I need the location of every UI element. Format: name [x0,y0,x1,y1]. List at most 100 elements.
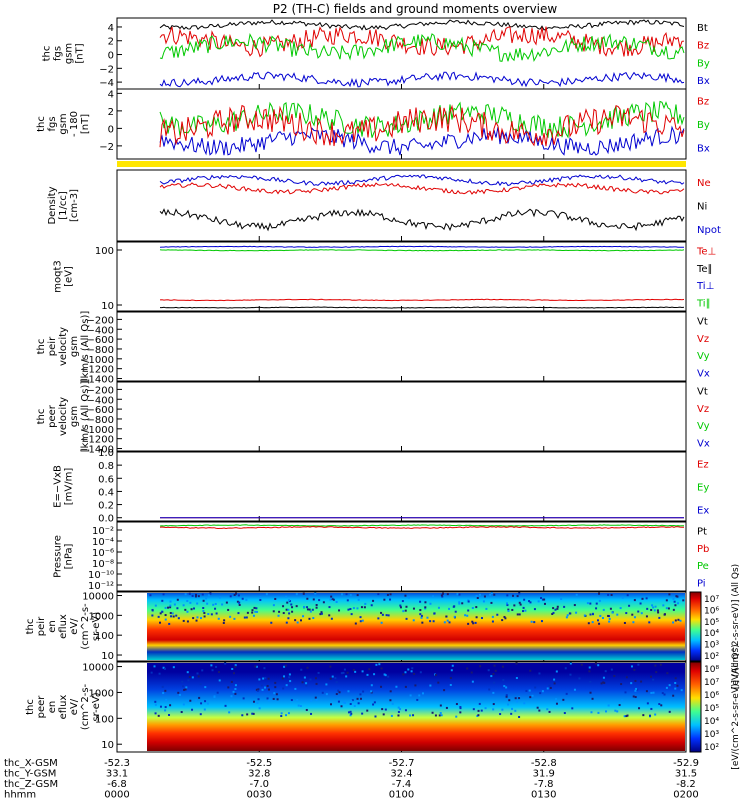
spectrogram-speckle [354,670,357,673]
ytick-label: 10⁻² [92,526,114,537]
spectrogram-speckle [191,594,194,597]
spectrogram-speckle [317,671,320,674]
spectrogram-speckle [232,672,235,675]
spectrogram-speckle [608,620,611,623]
spectrogram-speckle [614,709,617,712]
spectrogram-speckle [359,693,362,696]
spectrogram-speckle [362,690,365,693]
ephemeris-value: -7.8 [534,779,554,790]
spectrogram-speckle [278,610,281,613]
spectrogram-speckle [448,607,451,610]
spectrogram-speckle [196,602,199,605]
spectrogram-speckle [471,607,474,610]
panel-ylabel: Pressure [nPa] [53,535,75,578]
spectrogram-speckle [591,697,594,700]
spectrogram-speckle [480,617,483,620]
ephemeris-value: -7.4 [392,779,412,790]
spectrogram-speckle [530,620,533,623]
spectrogram-speckle [194,595,197,598]
ylabel-line: thc [36,409,47,425]
spectrogram-speckle [252,712,255,715]
spectrogram-speckle [274,597,277,600]
spectrogram-speckle [212,603,215,606]
plot-title: P2 (TH-C) fields and ground moments over… [273,2,558,16]
legend-entry: By [697,120,710,131]
spectrogram-speckle [632,695,635,698]
spectrogram-speckle [475,595,478,598]
ylabel-line: peer [36,695,47,719]
ytick-label: 0.0 [98,514,114,525]
ylabel-line: velocity [58,397,69,436]
spectrogram-speckle [237,594,240,597]
spectrogram-speckle [377,617,380,620]
spectrogram-speckle [650,707,653,710]
spectrogram-speckle [453,615,456,618]
spectrogram-speckle [320,611,323,614]
spectrogram-speckle [512,594,515,597]
spectrogram-speckle [258,678,261,681]
spectrogram-image [147,663,685,751]
spectrogram-speckle [308,608,311,611]
spectrogram-speckle [556,605,559,608]
spectrogram-speckle [493,681,496,684]
series-Ni [159,208,685,232]
spectrogram-speckle [164,618,167,621]
spectrogram-speckle [241,597,244,600]
series-Te∥ [160,306,685,309]
spectrogram-speckle [206,602,209,605]
spectrogram-speckle [485,607,488,610]
spectrogram-speckle [399,606,402,609]
spectrogram-speckle [397,706,400,709]
spectrogram-speckle [234,692,237,695]
spectrogram-speckle [562,698,565,701]
spectrogram-speckle [613,675,616,678]
spectrogram-speckle [164,614,167,617]
legend-entry: Ey [697,483,709,494]
ephemeris-value: 31.9 [533,769,555,780]
spectrogram-speckle [654,605,657,608]
spectrogram-speckle [162,666,165,669]
spectrogram-speckle [464,614,467,617]
spectrogram-speckle [455,715,458,718]
spectrogram-speckle [164,709,167,712]
spectrogram-speckle [246,611,249,614]
spectrogram-speckle [623,621,626,624]
spectrogram-speckle [169,606,172,609]
spectrogram-speckle [404,685,407,688]
spectrogram-speckle [254,665,257,668]
spectrogram-speckle [328,614,331,617]
spectrogram-speckle [437,606,440,609]
spectrogram-speckle [494,669,497,672]
spectrogram-speckle [569,673,572,676]
spectrogram-speckle [679,619,682,622]
spectrogram-speckle [677,618,680,621]
spectrogram-speckle [587,622,590,625]
spectrogram-image [147,593,685,660]
spectrogram-speckle [429,602,432,605]
legend-entry: Ex [697,506,709,517]
spectrogram-speckle [401,600,404,603]
spectrogram-speckle [445,615,448,618]
spectrogram-speckle [625,612,628,615]
spectrogram-speckle [507,608,510,611]
spectrogram-speckle [162,692,165,695]
spectrogram-speckle [198,696,201,699]
spectrogram-speckle [458,602,461,605]
ephemeris-value: 0000 [104,790,129,800]
ytick-label: 10⁻⁴ [92,537,114,548]
spectrogram-speckle [287,617,290,620]
spectrogram-speckle [311,608,314,611]
ephemeris-row-label: hhmm [4,790,36,800]
legend-entry: Bx [697,76,710,87]
spectrogram-speckle [234,665,237,668]
ytick-label: −4 [99,78,114,89]
spectrogram-speckle [421,621,424,624]
colorbar-label: [eV/(cm^2-s-sr-eV)] (All Qs) [731,564,741,689]
spectrogram-speckle [291,606,294,609]
ytick-label: 1000 [89,611,114,622]
ylabel-line: gsm [58,113,69,134]
spectrogram-speckle [409,714,412,717]
spectrogram-speckle [383,598,386,601]
spectrogram-speckle [529,669,532,672]
